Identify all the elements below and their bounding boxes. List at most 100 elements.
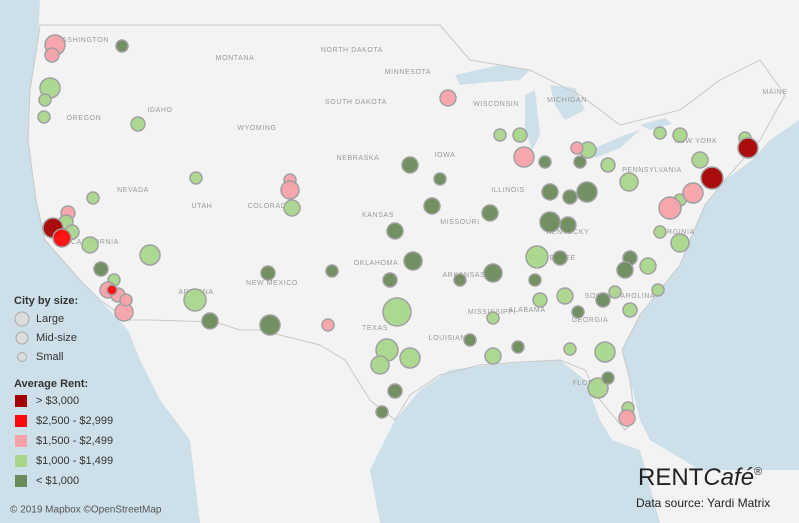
state-label: LOUISIANA <box>429 335 472 342</box>
legend-title: City by size: <box>14 295 78 307</box>
city-markers <box>37 34 759 427</box>
city-marker <box>183 288 207 312</box>
city-marker <box>512 127 528 143</box>
city-marker <box>539 211 561 233</box>
city-marker <box>513 146 535 168</box>
city-marker <box>601 371 615 385</box>
state-label: PENNSYLVANIA <box>622 167 682 174</box>
state-label: KANSAS <box>362 212 394 219</box>
state-label: MONTANA <box>216 55 255 62</box>
lake <box>640 118 672 130</box>
size-swatch <box>15 331 29 345</box>
city-marker <box>511 340 525 354</box>
city-marker <box>616 261 634 279</box>
legend-label: $2,500 - $2,999 <box>36 415 113 427</box>
city-marker <box>576 181 598 203</box>
lake <box>550 85 585 120</box>
rent-swatch <box>15 395 27 407</box>
city-marker <box>382 297 412 327</box>
city-marker <box>700 166 724 190</box>
city-marker <box>670 233 690 253</box>
city-marker <box>403 251 423 271</box>
state-label: OREGON <box>67 115 102 122</box>
state-label: SOUTH DAKOTA <box>325 99 387 106</box>
city-marker <box>401 156 419 174</box>
city-marker <box>559 216 577 234</box>
state-label: TEXAS <box>362 325 388 332</box>
city-marker <box>737 137 759 159</box>
state-label: WISCONSIN <box>473 101 519 108</box>
city-marker <box>622 302 638 318</box>
city-marker <box>653 225 667 239</box>
city-marker <box>538 155 552 169</box>
city-marker <box>682 182 704 204</box>
state-label: ILLINOIS <box>491 187 525 194</box>
city-marker <box>691 151 709 169</box>
city-marker <box>573 155 587 169</box>
city-marker <box>571 305 585 319</box>
city-marker <box>86 191 100 205</box>
city-marker <box>38 93 52 107</box>
city-marker <box>653 126 667 140</box>
logo-accent: Café <box>703 464 754 491</box>
state-label: MAINE <box>762 89 787 96</box>
rent-swatch <box>15 475 27 487</box>
city-marker <box>483 263 503 283</box>
city-marker <box>325 264 339 278</box>
size-swatch <box>17 352 27 362</box>
city-marker <box>453 273 467 287</box>
city-marker <box>486 311 500 325</box>
rent-swatch <box>15 435 27 447</box>
city-marker <box>260 265 276 281</box>
state-label: NEW MEXICO <box>246 280 298 287</box>
country-border <box>27 24 786 431</box>
city-marker <box>651 283 665 297</box>
city-marker <box>528 273 542 287</box>
city-marker <box>595 292 611 308</box>
city-marker <box>481 204 499 222</box>
city-marker <box>189 171 203 185</box>
city-marker <box>532 292 548 308</box>
city-marker <box>493 128 507 142</box>
city-marker <box>484 347 502 365</box>
legend-label: < $1,000 <box>36 475 79 487</box>
city-marker <box>439 89 457 107</box>
logo-main: RENT <box>638 464 704 491</box>
attribution: © 2019 Mapbox ©OpenStreetMap <box>10 505 162 516</box>
city-marker <box>375 405 389 419</box>
legend-label: > $3,000 <box>36 395 79 407</box>
city-marker <box>387 383 403 399</box>
city-marker <box>106 284 118 296</box>
rent-legend: > $3,000 $2,500 - $2,999 $1,500 - $2,499 $1… <box>15 395 113 487</box>
city-marker <box>130 116 146 132</box>
city-marker <box>639 257 657 275</box>
legend: City by size: Large Mid-size Small Avera… <box>14 295 113 487</box>
state-label: COLORADO <box>248 203 293 210</box>
city-marker <box>658 196 682 220</box>
city-marker <box>594 341 616 363</box>
state-label: VIRGINIA <box>659 229 695 236</box>
ocean <box>370 360 660 523</box>
city-marker <box>201 312 219 330</box>
state-label: IOWA <box>435 152 456 159</box>
city-marker <box>52 228 72 248</box>
state-label: NEW YORK <box>675 138 718 145</box>
city-marker <box>386 222 404 240</box>
city-marker <box>280 180 300 200</box>
city-marker <box>608 285 622 299</box>
city-marker <box>556 287 574 305</box>
ocean <box>0 0 200 523</box>
state-label: NEBRASKA <box>337 155 380 162</box>
city-marker <box>587 377 609 399</box>
city-marker <box>525 245 549 269</box>
logo: RENTCafé® <box>638 464 762 491</box>
rent-swatch <box>15 455 27 467</box>
state-label: UTAH <box>192 203 213 210</box>
city-marker <box>562 189 578 205</box>
city-marker <box>382 272 398 288</box>
logo-mark: ® <box>754 466 762 478</box>
legend-label: Small <box>36 351 64 363</box>
state-label: NEVADA <box>117 187 149 194</box>
city-marker <box>433 172 447 186</box>
city-marker <box>93 261 109 277</box>
